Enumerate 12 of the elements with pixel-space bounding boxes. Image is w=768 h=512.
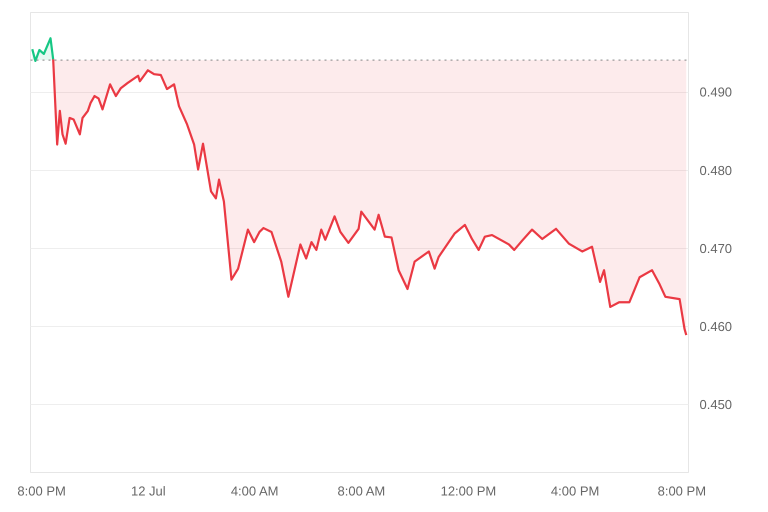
x-tick-label: 8:00 AM <box>338 484 386 498</box>
y-tick-label: 0.450 <box>700 397 732 412</box>
x-tick-label: 12 Jul <box>130 484 166 498</box>
x-tick-label: 12:00 PM <box>440 484 496 498</box>
x-tick-label: 8:00 PM <box>658 484 706 498</box>
y-tick-label: 0.480 <box>700 162 732 178</box>
y-tick-label: 0.460 <box>700 318 732 334</box>
x-tick-label: 8:00 PM <box>17 484 66 498</box>
y-tick-label: 0.490 <box>700 84 732 100</box>
y-tick-label: 0.470 <box>700 240 732 256</box>
x-tick-label: 4:00 PM <box>550 484 600 498</box>
x-tick-label: 4:00 AM <box>230 484 279 498</box>
